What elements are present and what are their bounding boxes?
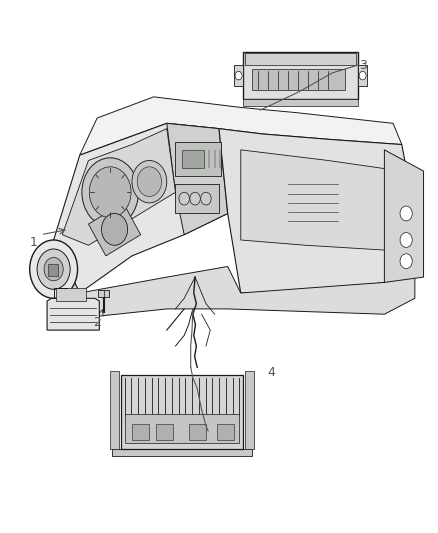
- Polygon shape: [234, 65, 243, 86]
- Polygon shape: [243, 100, 358, 106]
- Circle shape: [37, 249, 70, 289]
- Polygon shape: [110, 371, 119, 449]
- Circle shape: [89, 167, 131, 217]
- Polygon shape: [62, 128, 176, 245]
- Circle shape: [132, 160, 167, 203]
- Circle shape: [400, 232, 412, 247]
- Polygon shape: [219, 128, 415, 293]
- Circle shape: [400, 206, 412, 221]
- Circle shape: [201, 192, 211, 205]
- FancyBboxPatch shape: [217, 424, 234, 440]
- FancyBboxPatch shape: [245, 53, 356, 65]
- FancyBboxPatch shape: [176, 184, 219, 214]
- Text: 2: 2: [93, 316, 101, 329]
- Polygon shape: [241, 150, 410, 251]
- FancyBboxPatch shape: [56, 288, 86, 301]
- FancyBboxPatch shape: [243, 52, 358, 100]
- Polygon shape: [167, 123, 228, 235]
- FancyBboxPatch shape: [176, 142, 221, 176]
- FancyBboxPatch shape: [252, 69, 345, 90]
- Polygon shape: [80, 97, 402, 155]
- Text: 1: 1: [30, 236, 38, 249]
- FancyBboxPatch shape: [188, 424, 206, 440]
- FancyBboxPatch shape: [182, 150, 204, 168]
- FancyBboxPatch shape: [121, 375, 243, 449]
- Circle shape: [400, 254, 412, 269]
- Polygon shape: [47, 298, 99, 330]
- Circle shape: [179, 192, 189, 205]
- Circle shape: [102, 214, 127, 245]
- Circle shape: [190, 192, 200, 205]
- Text: 4: 4: [267, 366, 275, 379]
- Polygon shape: [245, 371, 254, 449]
- Circle shape: [44, 257, 63, 281]
- FancyBboxPatch shape: [113, 449, 252, 456]
- Polygon shape: [53, 123, 228, 293]
- Polygon shape: [45, 240, 415, 319]
- Polygon shape: [358, 65, 367, 86]
- FancyBboxPatch shape: [284, 176, 341, 229]
- Polygon shape: [385, 150, 424, 282]
- Circle shape: [30, 240, 78, 298]
- Circle shape: [137, 167, 162, 197]
- Circle shape: [82, 158, 138, 227]
- FancyBboxPatch shape: [48, 264, 58, 276]
- Text: 3: 3: [359, 59, 367, 71]
- FancyBboxPatch shape: [125, 414, 239, 443]
- FancyBboxPatch shape: [132, 424, 149, 440]
- Polygon shape: [88, 203, 141, 256]
- Circle shape: [359, 71, 366, 80]
- Circle shape: [235, 71, 242, 80]
- FancyBboxPatch shape: [156, 424, 173, 440]
- FancyBboxPatch shape: [99, 290, 109, 297]
